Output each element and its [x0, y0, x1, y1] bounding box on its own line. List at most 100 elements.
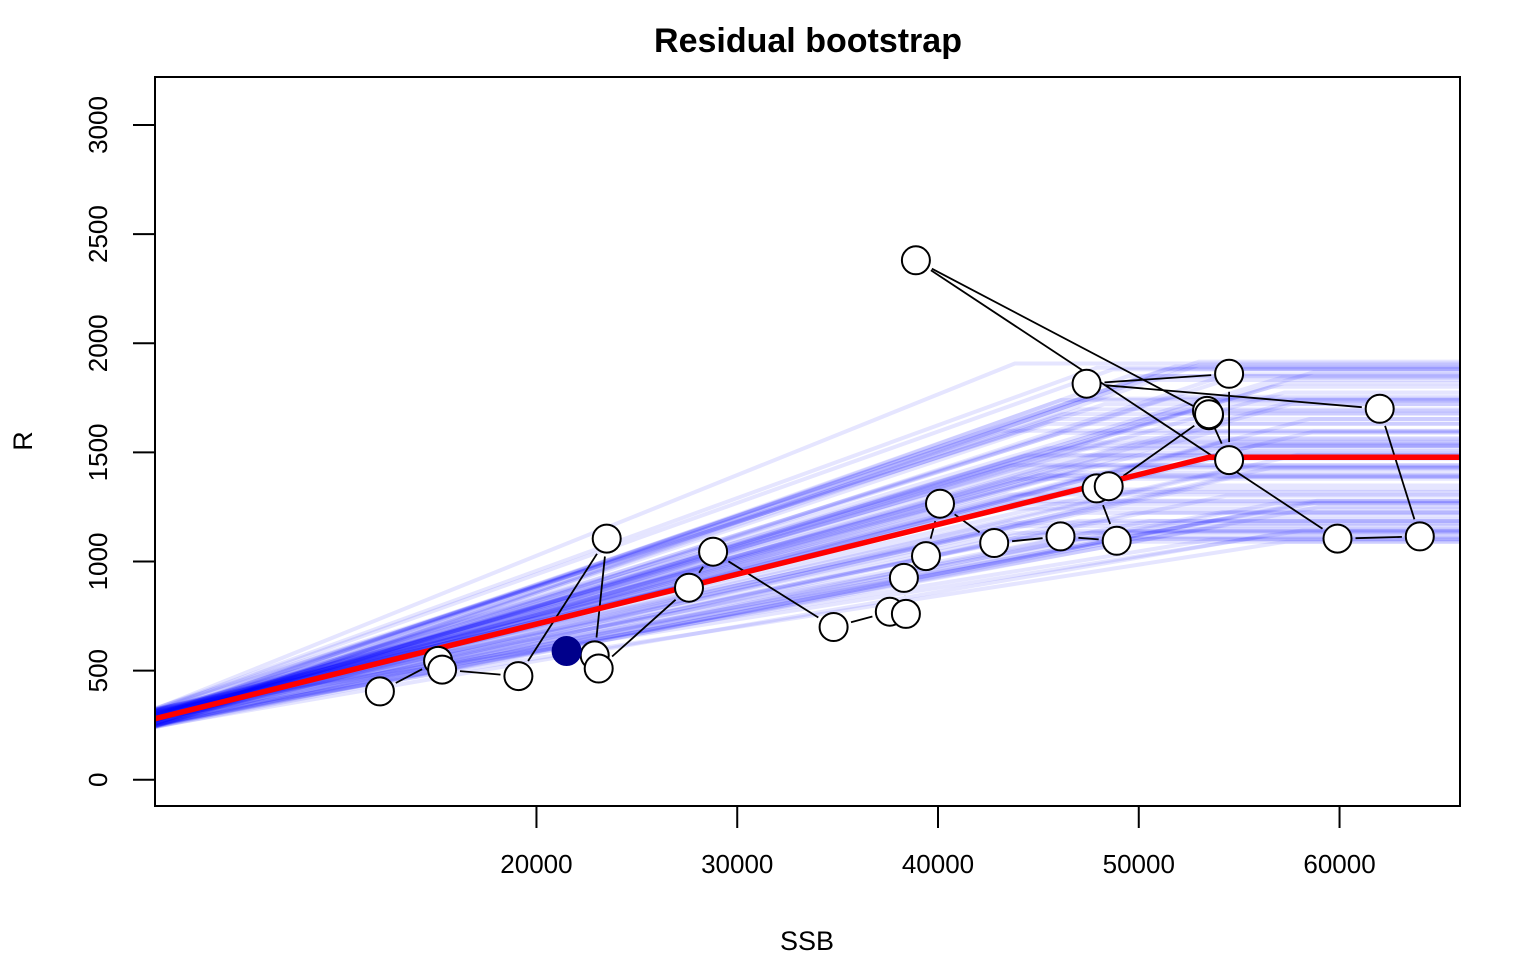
bootstrap-curve — [154, 499, 1460, 714]
observed-segment — [1104, 374, 1212, 384]
bootstrap-curve — [154, 522, 1460, 721]
bootstrap-curve — [154, 498, 1460, 729]
observed-segment — [595, 556, 606, 638]
bootstrap-curve — [154, 470, 1460, 725]
bootstrap-curve — [154, 439, 1460, 726]
bootstrap-curve — [154, 463, 1460, 718]
bootstrap-curve — [154, 510, 1460, 724]
bootstrap-curve — [154, 390, 1460, 717]
observed-segment — [611, 599, 677, 658]
observed-point — [1214, 445, 1245, 476]
bootstrap-curve — [154, 450, 1460, 712]
observed-segment — [1012, 537, 1043, 543]
observed-segment — [527, 553, 598, 662]
observed-segment — [459, 670, 501, 676]
bootstrap-curve — [154, 398, 1460, 715]
bootstrap-curve — [154, 513, 1460, 728]
x-tick-label: 60000 — [1303, 849, 1375, 879]
bootstrap-curve — [154, 492, 1460, 715]
bootstrap-curve — [154, 374, 1460, 726]
bootstrap-curve — [154, 474, 1460, 721]
bootstrap-curve — [154, 361, 1460, 711]
bootstrap-curve — [154, 501, 1460, 727]
bootstrap-curve — [154, 527, 1460, 716]
observed-point — [427, 654, 458, 685]
bootstrap-curve — [154, 402, 1460, 711]
bootstrap-curve — [154, 539, 1460, 720]
observed-segment — [1384, 425, 1416, 520]
observed-segment — [395, 668, 423, 684]
x-axis: 20000 30000 40000 50000 60000 — [500, 805, 1376, 879]
bootstrap-curve — [154, 517, 1460, 722]
bootstrap-curve — [154, 430, 1460, 720]
bootstrap-curve — [154, 436, 1460, 720]
bootstrap-curve — [154, 505, 1460, 726]
bootstrap-curve — [154, 367, 1460, 712]
chart-title: Residual bootstrap — [654, 22, 962, 60]
bootstrap-curve — [154, 363, 1460, 723]
x-tick-label: 30000 — [701, 849, 773, 879]
bootstrap-curve — [154, 381, 1460, 714]
y-tick-label: 2500 — [83, 205, 113, 263]
observed-segment — [1078, 536, 1099, 541]
bootstrap-curve — [154, 446, 1460, 728]
y-tick-label: 500 — [83, 649, 113, 692]
observed-segment — [1102, 504, 1112, 525]
bootstrap-curve — [154, 370, 1460, 723]
observed-point — [1364, 393, 1395, 424]
observed-point — [1071, 368, 1102, 399]
observed-point — [900, 245, 931, 276]
bootstrap-curve — [154, 487, 1460, 716]
bootstrap-curve — [154, 366, 1460, 729]
bootstrap-curve — [154, 421, 1460, 720]
bootstrap-curve — [154, 384, 1460, 723]
observed-point — [674, 572, 704, 603]
bootstrap-curve — [154, 396, 1460, 719]
bootstrap-curve — [154, 375, 1460, 726]
observed-segment — [930, 269, 1323, 530]
y-axis: 0 500 1000 1500 2000 2500 3000 — [83, 96, 156, 787]
bootstrap-curve — [154, 532, 1460, 729]
bootstrap-curve — [154, 421, 1460, 723]
bootstrap-curve — [154, 394, 1460, 722]
bootstrap-curve — [154, 359, 1460, 718]
observed-segment — [1355, 536, 1402, 540]
y-tick-label: 0 — [83, 773, 113, 787]
bootstrap-curve — [154, 483, 1460, 724]
bootstrap-curve — [154, 493, 1460, 719]
bootstrap-curve — [154, 411, 1460, 724]
observed-points — [364, 245, 1435, 707]
bootstrap-curve — [154, 429, 1460, 721]
bootstrap-curve — [154, 500, 1460, 714]
bootstrap-curve — [154, 535, 1460, 730]
observed-point — [911, 541, 941, 572]
fit-line — [154, 454, 1460, 722]
observed-point — [503, 661, 534, 692]
observed-point — [583, 653, 614, 684]
observed-segment — [850, 615, 873, 624]
bootstrap-curve — [154, 443, 1460, 726]
bootstrap-curve — [154, 417, 1460, 712]
observed-point — [1045, 521, 1076, 552]
observed-point — [1214, 358, 1245, 389]
observed-point — [1404, 521, 1435, 552]
bootstrap-curve — [154, 402, 1460, 718]
bootstrap-curve — [154, 519, 1460, 716]
x-tick-label: 40000 — [902, 849, 974, 879]
bootstrap-curve — [154, 364, 1460, 718]
observed-segment — [1122, 424, 1195, 477]
observed-point — [890, 598, 921, 629]
x-axis-label: SSB — [780, 926, 834, 956]
observed-point — [888, 562, 919, 593]
observed-point — [925, 488, 955, 519]
bootstrap-curve — [154, 464, 1460, 728]
observed-segment — [1213, 427, 1223, 444]
bootstrap-curve — [154, 537, 1460, 712]
observed-point — [979, 528, 1010, 558]
x-tick-label: 50000 — [1103, 849, 1175, 879]
observed-point — [591, 523, 622, 554]
y-tick-label: 1500 — [83, 423, 113, 481]
bootstrap-curve — [154, 440, 1460, 722]
bootstrap-curve — [154, 510, 1460, 719]
